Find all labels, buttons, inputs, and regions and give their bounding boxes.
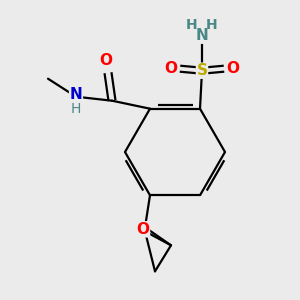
Text: O: O xyxy=(226,61,239,76)
Text: N: N xyxy=(70,87,83,102)
Text: O: O xyxy=(136,222,149,237)
Text: O: O xyxy=(164,61,178,76)
Text: N: N xyxy=(196,28,208,43)
Text: H: H xyxy=(186,18,198,32)
Text: S: S xyxy=(196,63,208,78)
Text: H: H xyxy=(71,102,81,116)
Text: O: O xyxy=(100,53,112,68)
Text: H: H xyxy=(206,18,218,32)
